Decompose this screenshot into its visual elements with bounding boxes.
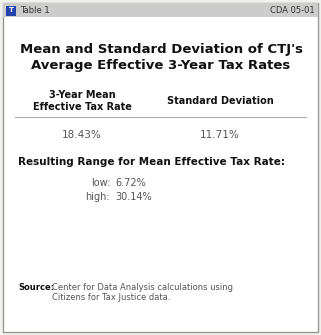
Text: Center for Data Analysis calculations using
Citizens for Tax Justice data.: Center for Data Analysis calculations us… (52, 283, 233, 303)
Text: 3-Year Mean: 3-Year Mean (49, 90, 115, 100)
Text: Mean and Standard Deviation of CTJ's: Mean and Standard Deviation of CTJ's (20, 44, 302, 57)
Bar (6, 5, 16, 15)
Bar (3, 3, 318, 17)
Text: CDA 05-01: CDA 05-01 (270, 6, 315, 15)
Text: 30.14%: 30.14% (115, 192, 152, 202)
Text: high:: high: (85, 192, 110, 202)
Text: Resulting Range for Mean Effective Tax Rate:: Resulting Range for Mean Effective Tax R… (18, 157, 285, 167)
Text: Table 1: Table 1 (20, 6, 50, 15)
Text: 11.71%: 11.71% (200, 130, 240, 140)
Text: low:: low: (91, 178, 110, 188)
Text: Effective Tax Rate: Effective Tax Rate (32, 102, 131, 112)
Text: T: T (8, 7, 13, 13)
Text: 18.43%: 18.43% (62, 130, 102, 140)
Text: Source:: Source: (18, 283, 54, 292)
Text: Average Effective 3-Year Tax Rates: Average Effective 3-Year Tax Rates (31, 60, 291, 72)
Text: Standard Deviation: Standard Deviation (167, 96, 273, 106)
Text: 6.72%: 6.72% (115, 178, 146, 188)
